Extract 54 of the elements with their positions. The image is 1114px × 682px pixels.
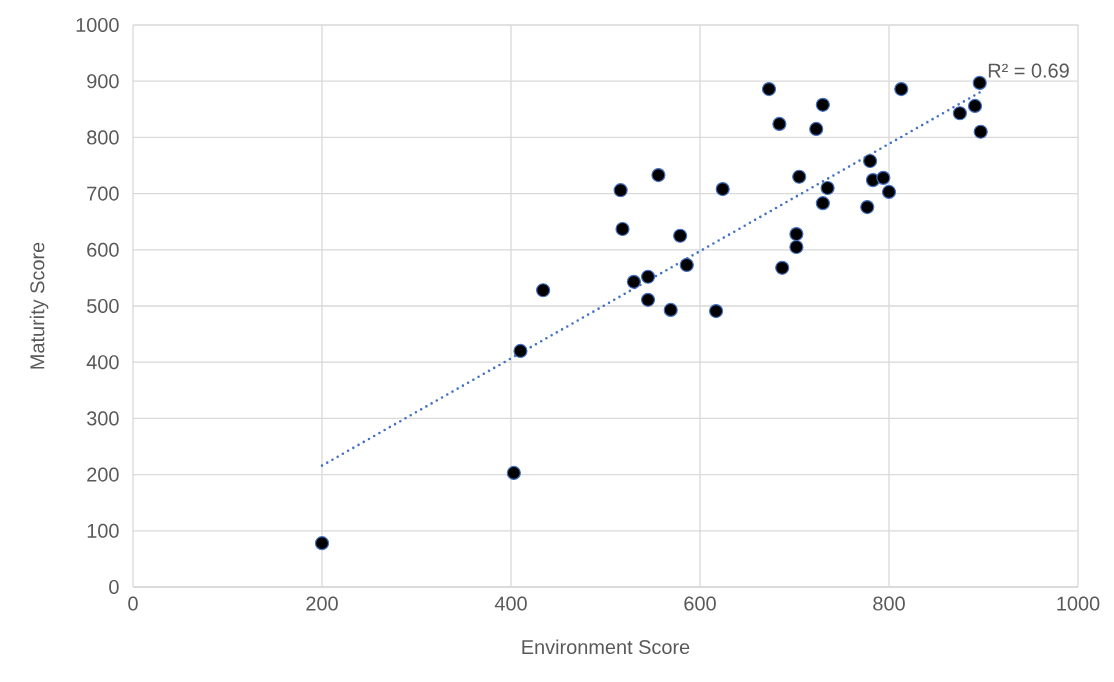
point (775, 260, 790, 275)
x-tick-label: 400 (494, 596, 527, 611)
x-tick-label: 0 (128, 596, 138, 611)
y-tick-label: 800 (87, 130, 119, 145)
point (972, 75, 987, 90)
point (615, 221, 630, 237)
point (708, 303, 724, 319)
point (663, 302, 678, 318)
point (820, 180, 835, 196)
y-tick-label: 200 (87, 467, 119, 482)
x-tick-label: 200 (306, 596, 338, 611)
point (651, 167, 666, 183)
y-tick-label: 400 (86, 355, 119, 370)
point (809, 121, 824, 137)
y-tick-label: 500 (87, 298, 119, 314)
y-tick-label: 100 (87, 523, 119, 538)
point (772, 116, 787, 132)
point (513, 343, 528, 359)
y-tick-label: 0 (109, 579, 119, 595)
point (640, 292, 656, 307)
point (973, 124, 988, 139)
y-axis-title: Maturity Score (29, 242, 49, 369)
point (881, 184, 897, 200)
point (715, 182, 730, 197)
y-tick-label: 600 (87, 242, 119, 257)
point (952, 106, 967, 121)
x-tick-label: 600 (684, 596, 716, 611)
point (876, 170, 891, 185)
point (314, 536, 330, 551)
point (967, 98, 983, 114)
point (536, 283, 551, 298)
point (761, 81, 777, 97)
point (792, 169, 807, 184)
x-tick-label: 1000 (1057, 596, 1100, 611)
point (789, 226, 804, 242)
point (894, 81, 909, 97)
point (815, 196, 830, 211)
point (815, 97, 830, 112)
point (679, 257, 694, 273)
point (673, 228, 688, 243)
annotation: R² = 0.69 (988, 63, 1069, 78)
point (863, 153, 878, 169)
x-axis-title: Environment Score (522, 639, 690, 655)
point (613, 183, 628, 198)
y-tick-label: 300 (87, 411, 119, 426)
x-tick-label: 800 (873, 596, 905, 611)
point (626, 274, 641, 289)
point (506, 465, 521, 481)
point (640, 269, 656, 284)
y-tick-label: 1000 (76, 17, 119, 33)
y-tick-label: 700 (87, 186, 119, 201)
point (789, 239, 804, 255)
point (860, 199, 875, 215)
y-tick-label: 900 (87, 74, 119, 89)
